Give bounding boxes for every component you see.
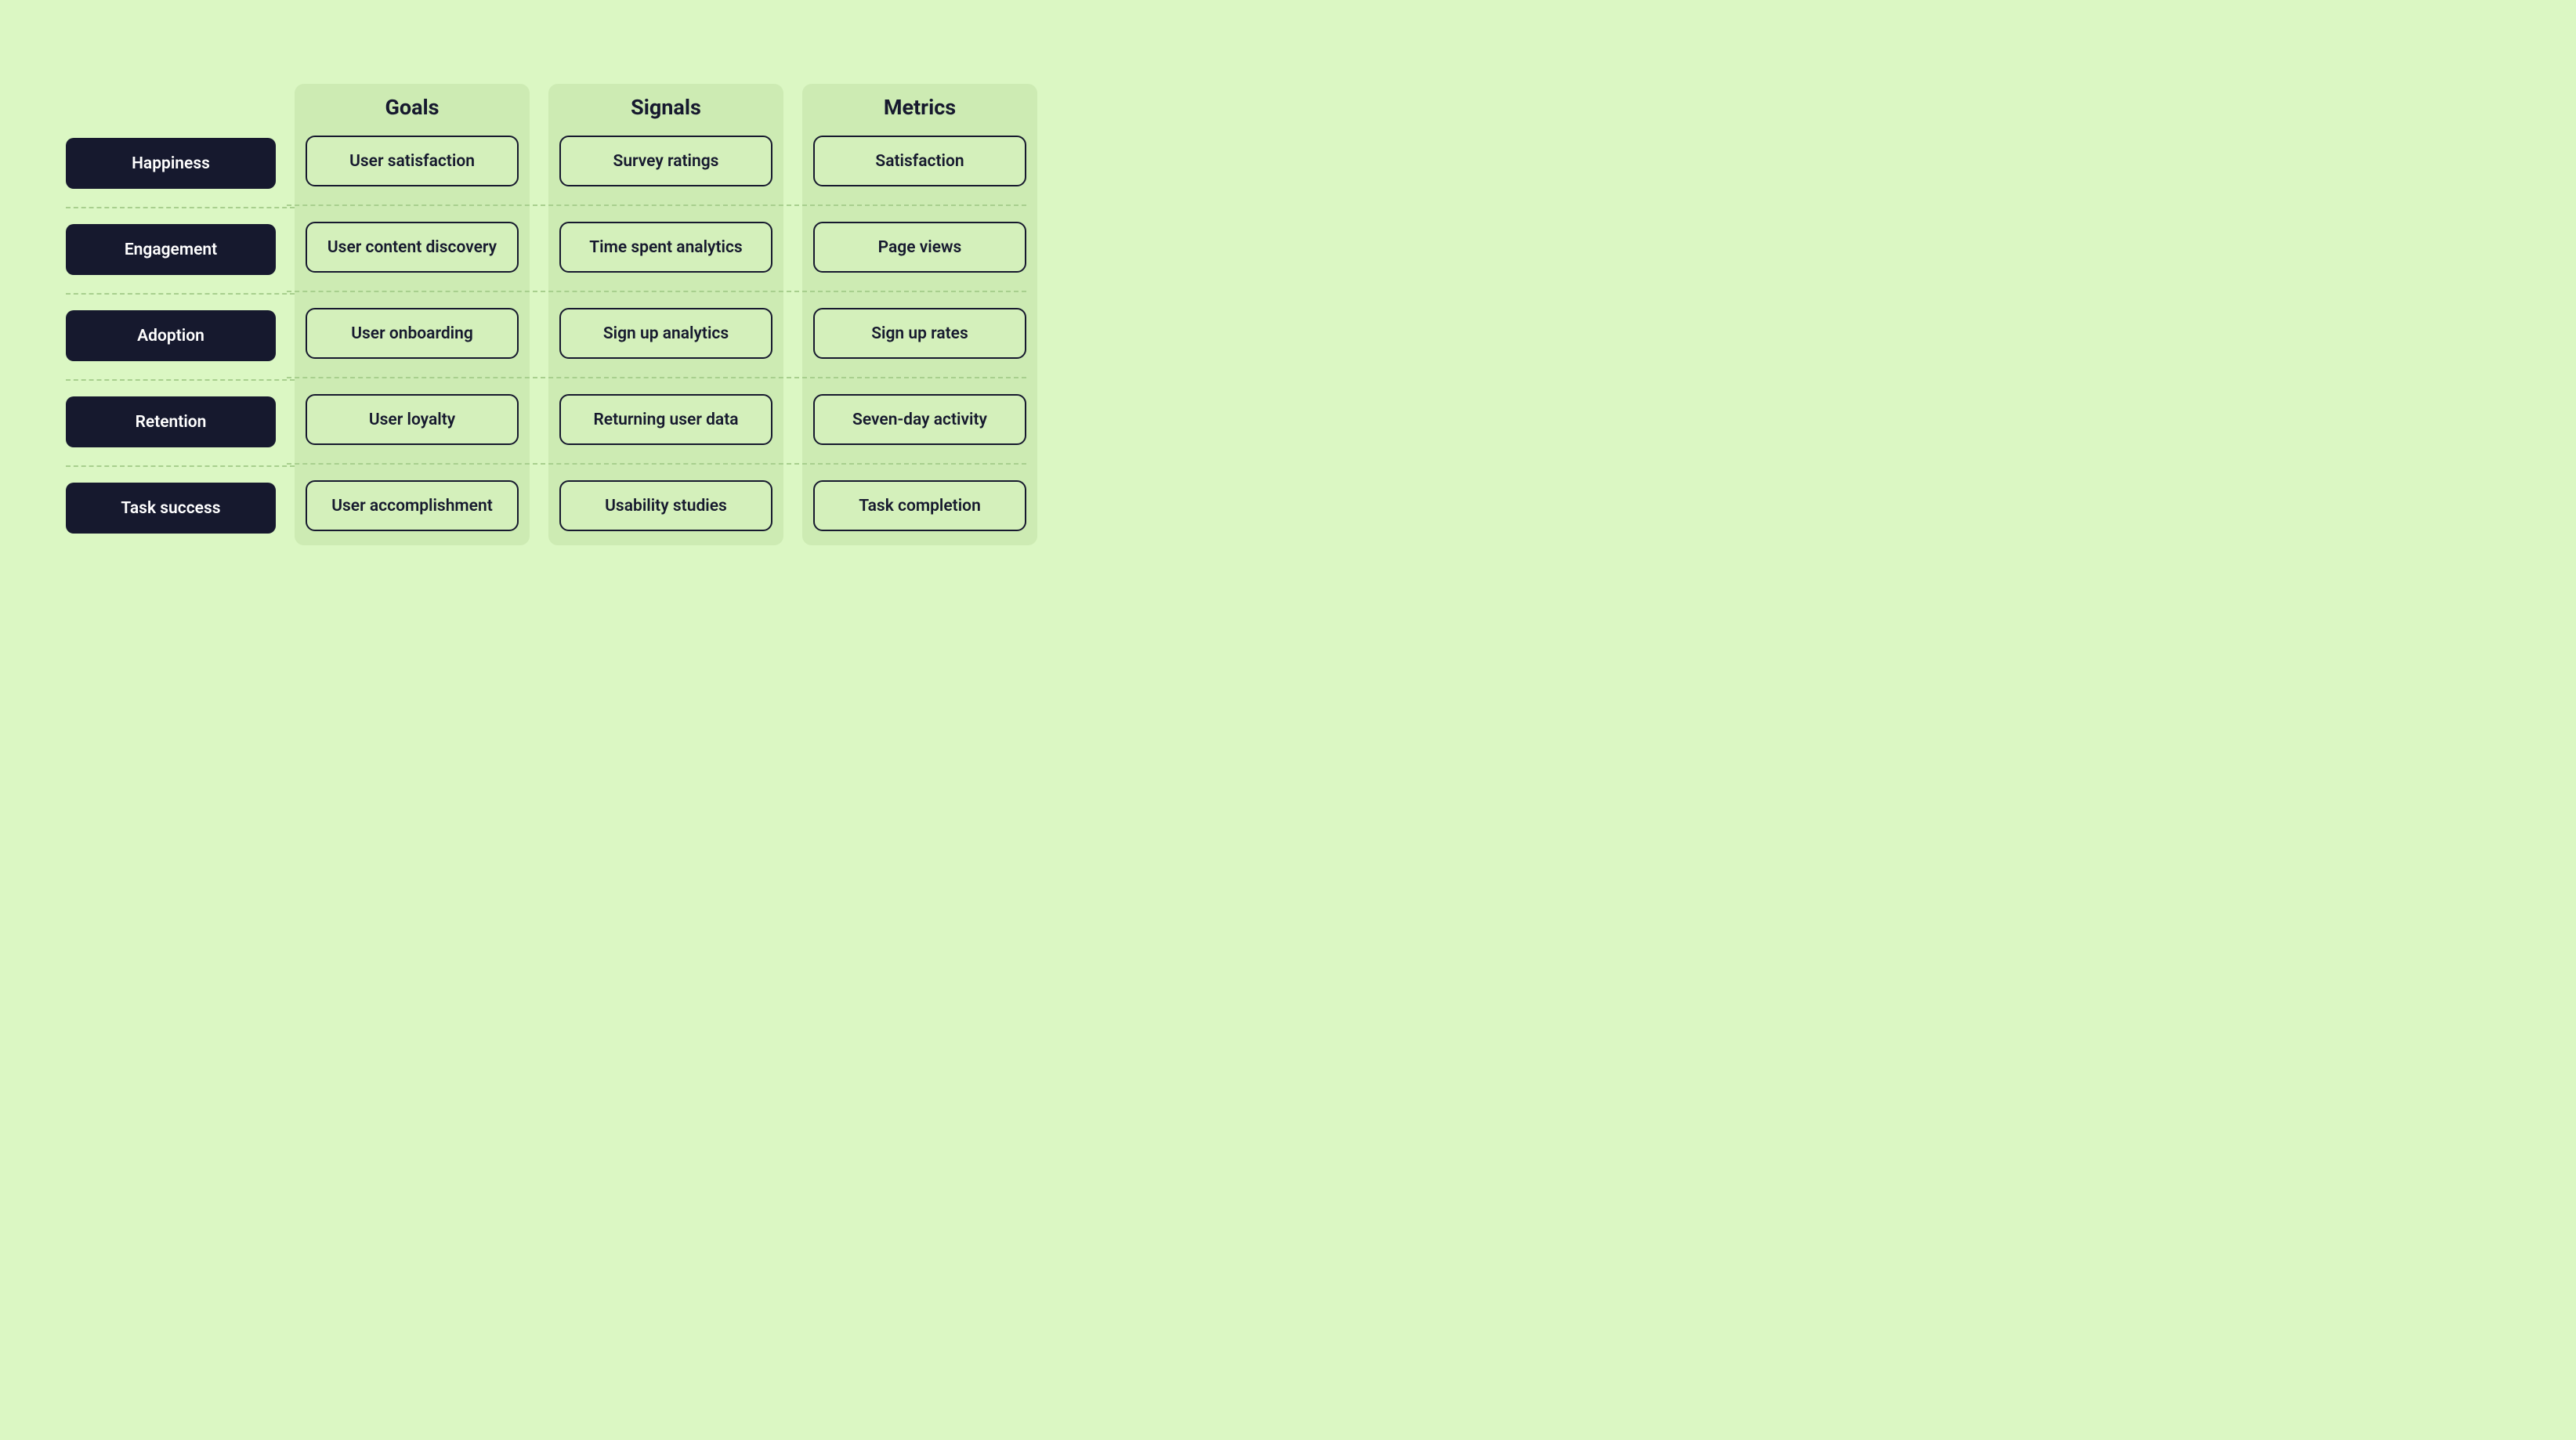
matrix-cell: User satisfaction — [306, 136, 519, 186]
matrix-cell: User loyalty — [306, 394, 519, 445]
column-signals: Signals Survey ratings Time spent analyt… — [548, 84, 783, 545]
row-header: Engagement — [66, 224, 276, 275]
row-divider — [66, 361, 276, 396]
row-divider — [559, 359, 772, 394]
column-goals: Goals User satisfaction User content dis… — [295, 84, 530, 545]
row-headers-column: Happiness Engagement Adoption Retention … — [66, 84, 276, 545]
row-header: Adoption — [66, 310, 276, 361]
row-divider — [813, 273, 1026, 308]
row-divider — [559, 445, 772, 480]
row-divider — [813, 359, 1026, 394]
row-divider — [813, 186, 1026, 222]
row-divider — [66, 189, 276, 224]
row-divider — [559, 273, 772, 308]
row-header: Retention — [66, 396, 276, 447]
matrix-cell: User accomplishment — [306, 480, 519, 531]
row-divider — [559, 186, 772, 222]
matrix-cell: Sign up analytics — [559, 308, 772, 359]
row-divider — [306, 186, 519, 222]
matrix-cell: User onboarding — [306, 308, 519, 359]
matrix-cell: Seven-day activity — [813, 394, 1026, 445]
row-divider — [306, 445, 519, 480]
row-header: Happiness — [66, 138, 276, 189]
heart-framework-matrix: Happiness Engagement Adoption Retention … — [66, 84, 1054, 545]
row-divider — [306, 273, 519, 308]
column-header: Metrics — [813, 95, 1026, 120]
row-divider — [66, 447, 276, 483]
matrix-cell: Survey ratings — [559, 136, 772, 186]
matrix-cell: Sign up rates — [813, 308, 1026, 359]
column-header: Goals — [306, 95, 519, 120]
column-metrics: Metrics Satisfaction Page views Sign up … — [802, 84, 1037, 545]
matrix-cell: Satisfaction — [813, 136, 1026, 186]
matrix-cell: Returning user data — [559, 394, 772, 445]
matrix-cell: User content discovery — [306, 222, 519, 273]
matrix-cell: Page views — [813, 222, 1026, 273]
matrix-cell: Usability studies — [559, 480, 772, 531]
row-divider — [306, 359, 519, 394]
matrix-cell: Time spent analytics — [559, 222, 772, 273]
row-divider — [66, 275, 276, 310]
matrix-cell: Task completion — [813, 480, 1026, 531]
row-divider — [813, 445, 1026, 480]
column-header: Signals — [559, 95, 772, 120]
row-header: Task success — [66, 483, 276, 534]
matrix-grid: Happiness Engagement Adoption Retention … — [66, 84, 1054, 545]
